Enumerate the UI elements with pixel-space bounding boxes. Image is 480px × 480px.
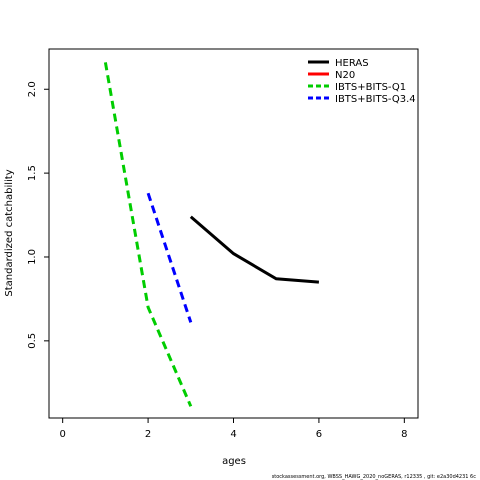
- y-axis: 0.5 1.0 1.5 2.0: [27, 81, 49, 349]
- legend-label: N20: [335, 70, 355, 81]
- y-tick-label: 1.5: [27, 165, 38, 181]
- y-axis-title: Standardized catchability: [4, 169, 15, 296]
- y-tick-label: 2.0: [27, 81, 38, 97]
- x-axis-title: ages: [222, 456, 246, 467]
- legend-label: IBTS+BITS-Q1: [335, 82, 406, 93]
- y-tick-label: 0.5: [27, 333, 38, 349]
- x-tick-label: 8: [401, 429, 407, 440]
- legend-label: IBTS+BITS-Q3.4: [335, 94, 416, 105]
- x-tick-label: 4: [230, 429, 236, 440]
- footer-text: stockassessment.org, WBSS_HAWG_2020_noGE…: [272, 474, 477, 480]
- legend-label: HERAS: [335, 58, 369, 69]
- y-tick-label: 1.0: [27, 249, 38, 265]
- x-tick-label: 2: [145, 429, 151, 440]
- series-line-ibts-bits-q1: [103, 62, 193, 407]
- x-tick-label: 0: [59, 429, 65, 440]
- series-layer: [103, 62, 320, 407]
- series-line-heras: [189, 215, 320, 284]
- x-tick-label: 6: [316, 429, 322, 440]
- x-axis: 0 2 4 6 8: [59, 418, 408, 440]
- series-line-ibts-bits-q3-4: [146, 192, 193, 323]
